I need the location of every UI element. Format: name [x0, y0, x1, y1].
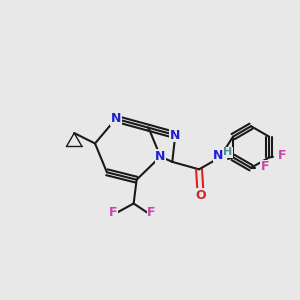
- Text: F: F: [147, 206, 156, 219]
- Text: F: F: [278, 149, 287, 162]
- Text: N: N: [170, 129, 181, 142]
- Text: N: N: [155, 150, 166, 163]
- Text: F: F: [261, 160, 270, 173]
- Text: O: O: [195, 189, 206, 202]
- Text: N: N: [111, 112, 121, 125]
- Text: H: H: [223, 147, 232, 157]
- Text: N: N: [213, 149, 224, 162]
- Text: F: F: [109, 206, 117, 219]
